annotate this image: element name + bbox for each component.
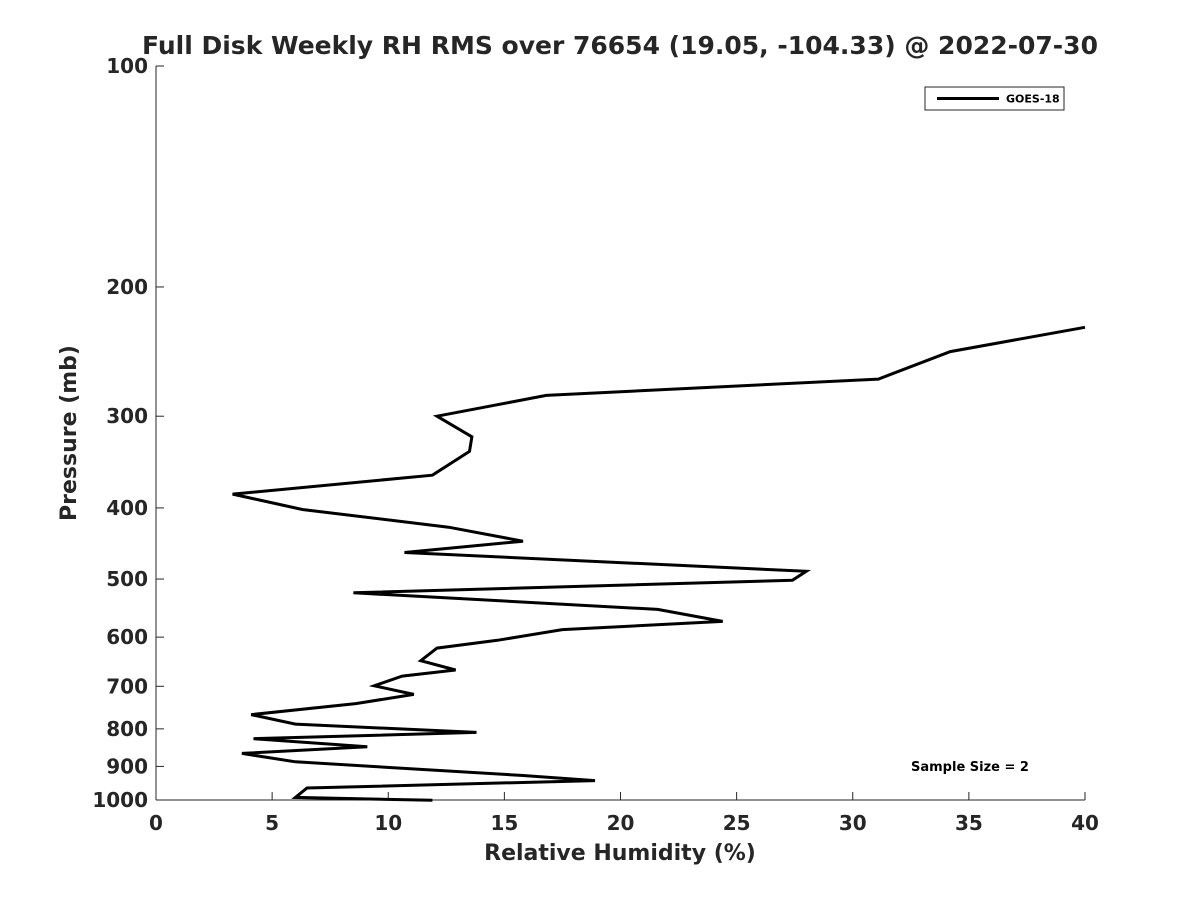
y-axis-label: Pressure (mb) [57,345,82,521]
y-tick-label-600: 600 [106,625,148,649]
x-tick-label-0: 0 [149,811,163,835]
y-tick-label-800: 800 [106,717,148,741]
y-tick-label-700: 700 [106,674,148,698]
x-axis-label: Relative Humidity (%) [484,841,756,866]
x-tick-label-5: 5 [265,811,279,835]
x-ticks: 0 5 10 15 20 25 30 35 40 [149,792,1099,835]
chart-title: Full Disk Weekly RH RMS over 76654 (19.0… [142,31,1098,60]
x-tick-label-15: 15 [490,811,518,835]
y-tick-label-900: 900 [106,754,148,778]
x-tick-label-20: 20 [607,811,635,835]
y-tick-label-100: 100 [106,54,148,78]
y-tick-label-1000: 1000 [92,788,148,812]
y-tick-label-300: 300 [106,404,148,428]
series-layer [232,325,1086,802]
y-tick-label-400: 400 [106,496,148,520]
x-tick-label-25: 25 [723,811,751,835]
sample-size-annotation: Sample Size = 2 [911,760,1029,775]
x-tick-label-35: 35 [955,811,983,835]
legend-label-goes-18: GOES-18 [1006,93,1060,106]
series-line-goes-18 [232,325,1086,802]
x-tick-label-30: 30 [839,811,867,835]
y-ticks: 100 200 300 400 500 600 700 800 900 1000 [92,54,164,812]
y-tick-label-500: 500 [106,567,148,591]
x-tick-label-10: 10 [374,811,402,835]
x-tick-label-40: 40 [1071,811,1099,835]
legend: GOES-18 [924,86,1065,111]
y-tick-label-200: 200 [106,275,148,299]
